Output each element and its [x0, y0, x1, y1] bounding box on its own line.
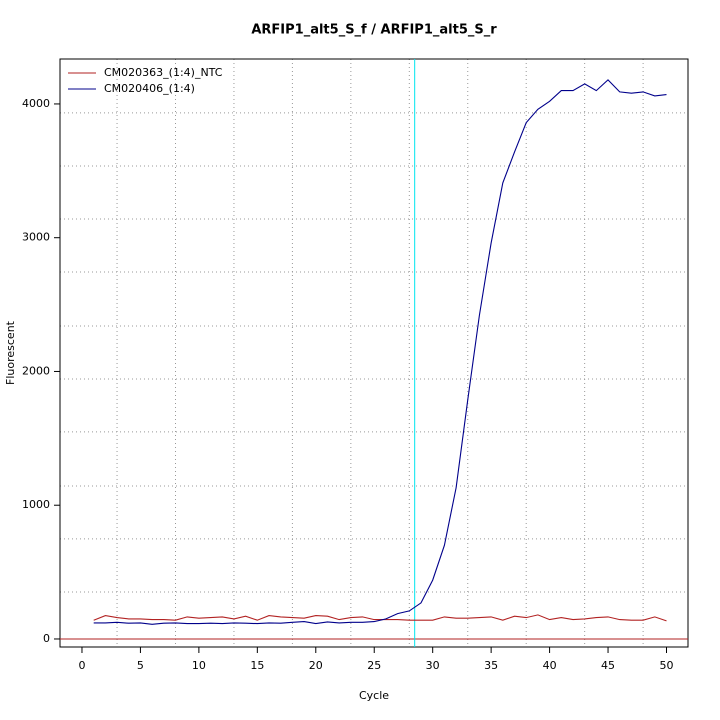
x-tick-label: 20 [309, 659, 323, 672]
y-tick-label: 0 [43, 632, 50, 645]
x-tick-label: 25 [367, 659, 381, 672]
chart-title: ARFIP1_alt5_S_f / ARFIP1_alt5_S_r [251, 23, 497, 38]
y-tick-label: 2000 [22, 364, 50, 377]
x-tick-label: 15 [250, 659, 264, 672]
y-tick-label: 4000 [22, 97, 50, 110]
x-tick-label: 35 [484, 659, 498, 672]
y-tick-label: 3000 [22, 231, 50, 244]
series-line [93, 614, 667, 622]
plot-frame [59, 58, 689, 648]
y-axis-label: Fluorescent [4, 320, 17, 385]
x-tick-label: 30 [426, 659, 440, 672]
x-tick-label: 40 [543, 659, 557, 672]
x-tick-label: 0 [78, 659, 85, 672]
y-tick-label: 1000 [22, 498, 50, 511]
legend-label: CM020363_(1:4)_NTC [104, 66, 223, 79]
series-line [93, 79, 667, 625]
x-tick-label: 10 [192, 659, 206, 672]
x-axis-label: Cycle [359, 689, 389, 702]
x-tick-label: 50 [659, 659, 673, 672]
x-tick-label: 5 [137, 659, 144, 672]
x-tick-label: 45 [601, 659, 615, 672]
legend-label: CM020406_(1:4) [104, 82, 195, 95]
